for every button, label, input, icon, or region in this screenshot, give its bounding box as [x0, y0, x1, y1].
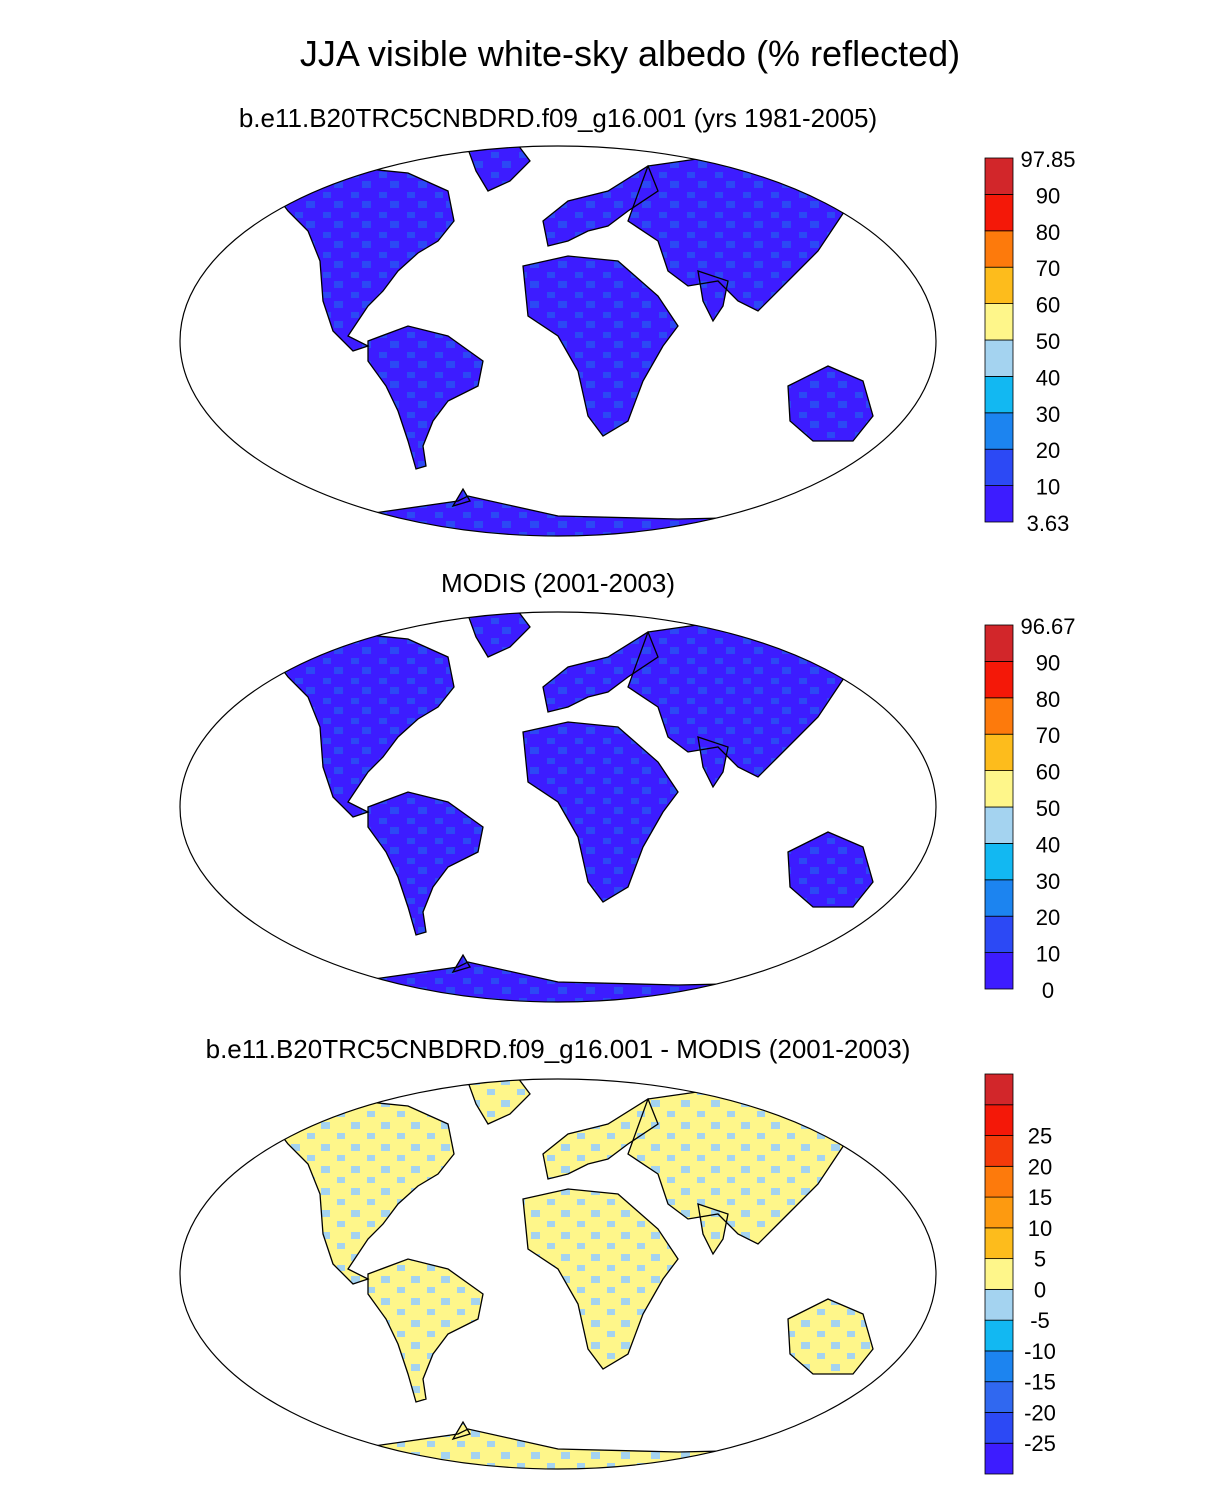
colorbar-box — [984, 1165, 1014, 1198]
colorbar-box — [984, 806, 1014, 844]
colorbar-label: -15 — [1024, 1370, 1056, 1395]
colorbar-box — [984, 1288, 1014, 1321]
colorbar-label: -5 — [1030, 1308, 1050, 1333]
colorbar-label: 90 — [1036, 650, 1060, 675]
colorbar-box — [984, 1442, 1014, 1475]
map-border — [179, 145, 937, 537]
colorbar-box — [984, 1319, 1014, 1352]
colorbar-label: 20 — [1036, 438, 1060, 463]
colorbar-box — [984, 193, 1014, 232]
colorbar-box — [984, 1412, 1014, 1444]
colorbar-box — [984, 733, 1014, 772]
colorbar-label: -20 — [1024, 1400, 1056, 1425]
colorbar-label: 60 — [1036, 293, 1060, 318]
colorbar-label: 15 — [1028, 1185, 1052, 1210]
colorbar-label: 70 — [1036, 723, 1060, 748]
colorbar-label: 30 — [1036, 402, 1060, 427]
map-panel-diff: b.e11.B20TRC5CNBDRD.f09_g16.001 - MODIS … — [179, 1034, 1056, 1475]
colorbar-box — [984, 879, 1014, 917]
colorbar: 0 10 20 30 40 50 60 70 80 90 96.67 — [984, 614, 1076, 1003]
colorbar-label: 30 — [1036, 869, 1060, 894]
colorbar-box — [984, 157, 1014, 195]
colorbar-box — [984, 843, 1014, 881]
colorbar-box — [984, 1104, 1014, 1136]
colorbar-label: 10 — [1036, 475, 1060, 500]
map-area — [272, 146, 879, 536]
colorbar-label: 5 — [1034, 1247, 1046, 1272]
colorbar-box — [984, 485, 1014, 523]
colorbar-label: 10 — [1028, 1216, 1052, 1241]
colorbar-label: 0 — [1034, 1277, 1046, 1302]
map-area — [272, 612, 879, 1002]
colorbar-box — [984, 1135, 1014, 1167]
colorbar-box — [984, 339, 1014, 377]
figure-title: JJA visible white-sky albedo (% reflecte… — [300, 33, 960, 74]
colorbar-box — [984, 661, 1014, 699]
colorbar-label: 20 — [1036, 905, 1060, 930]
colorbar-box — [984, 230, 1014, 268]
colorbar-label: 96.67 — [1020, 614, 1075, 639]
panel-subtitle: b.e11.B20TRC5CNBDRD.f09_g16.001 - MODIS … — [206, 1034, 911, 1064]
colorbar-box — [984, 303, 1014, 341]
colorbar-label: 97.85 — [1020, 147, 1075, 172]
colorbar-label: 80 — [1036, 220, 1060, 245]
colorbar-box — [984, 1196, 1014, 1229]
colorbar-box — [984, 1381, 1014, 1413]
colorbar-box — [984, 770, 1014, 808]
colorbar-box — [984, 952, 1014, 990]
colorbar-label: 80 — [1036, 687, 1060, 712]
map-panel-model: b.e11.B20TRC5CNBDRD.f09_g16.001 (yrs 198… — [179, 103, 1076, 537]
colorbar-box — [984, 1258, 1014, 1290]
map-border — [179, 1078, 937, 1470]
panel-subtitle: MODIS (2001-2003) — [441, 568, 675, 598]
colorbar-label: 0 — [1042, 978, 1054, 1003]
panel-subtitle: b.e11.B20TRC5CNBDRD.f09_g16.001 (yrs 198… — [239, 103, 877, 133]
colorbar-box — [984, 266, 1014, 305]
colorbar-label: 60 — [1036, 760, 1060, 785]
colorbar-label: 40 — [1036, 832, 1060, 857]
colorbar-box — [984, 375, 1014, 414]
colorbar-box — [984, 1350, 1014, 1383]
colorbar-label: 40 — [1036, 365, 1060, 390]
map-area — [272, 1079, 879, 1469]
colorbar-box — [984, 915, 1014, 954]
colorbar: 3.63 10 20 30 40 50 60 70 80 90 97.85 — [984, 147, 1076, 536]
colorbar-box — [984, 448, 1014, 487]
colorbar-label: 3.63 — [1027, 511, 1070, 536]
colorbar-label: 70 — [1036, 256, 1060, 281]
colorbar-label: -25 — [1024, 1431, 1056, 1456]
colorbar-label: 10 — [1036, 942, 1060, 967]
colorbar-box — [984, 1073, 1014, 1106]
colorbar-label: 50 — [1036, 796, 1060, 821]
colorbar-label: 90 — [1036, 183, 1060, 208]
colorbar-box — [984, 697, 1014, 735]
colorbar-box — [984, 1227, 1014, 1260]
colorbar-box — [984, 624, 1014, 662]
colorbar-box — [984, 412, 1014, 450]
map-border — [179, 611, 937, 1003]
map-panel-obs: MODIS (2001-2003) 0 10 20 30 40 50 60 70 80 90 96.6… — [179, 568, 1076, 1003]
colorbar-label: -10 — [1024, 1339, 1056, 1364]
colorbar-label: 20 — [1028, 1154, 1052, 1179]
colorbar: -25 -20 -15 -10 -5 0 5 10 15 20 25 — [984, 1073, 1056, 1475]
colorbar-label: 25 — [1028, 1124, 1052, 1149]
colorbar-label: 50 — [1036, 329, 1060, 354]
